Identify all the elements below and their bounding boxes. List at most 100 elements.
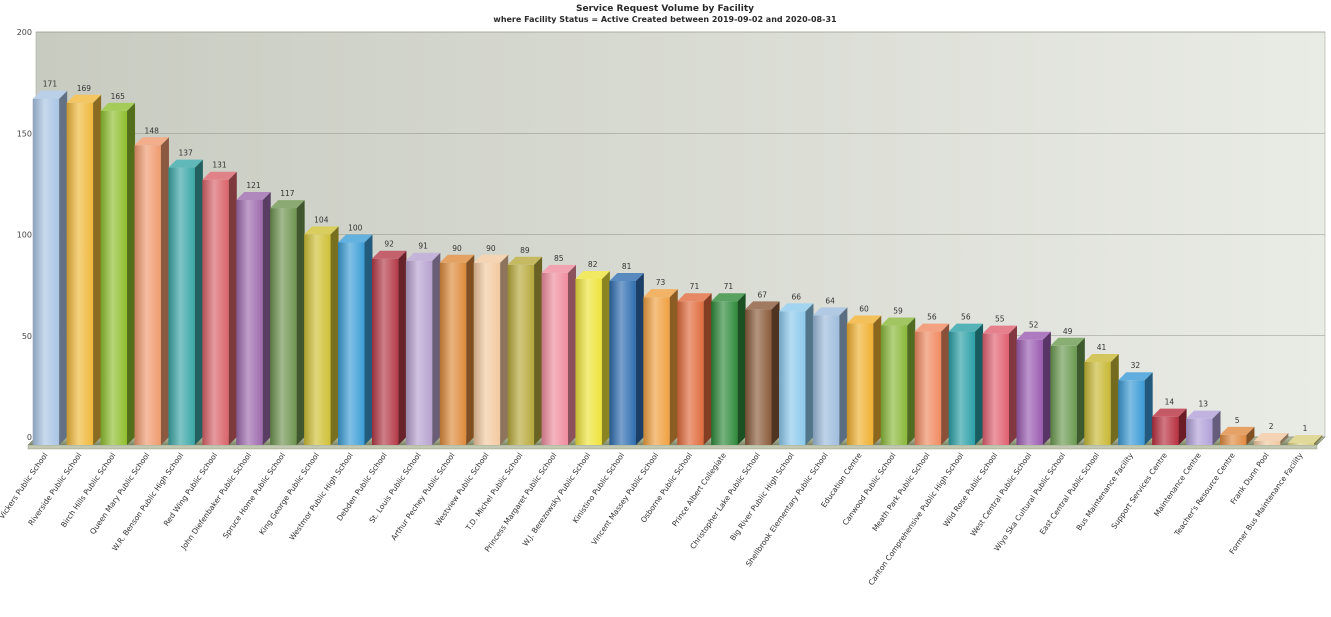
bar-side — [466, 254, 475, 445]
bar-front — [541, 272, 569, 445]
y-tick-label: 150 — [17, 129, 32, 138]
data-label: 100 — [348, 224, 363, 233]
bar-top — [66, 94, 102, 103]
bar-front — [439, 262, 467, 445]
bar — [473, 254, 509, 445]
data-label: 117 — [280, 189, 295, 198]
bar-top — [168, 159, 203, 168]
bar — [338, 234, 373, 445]
bar-top — [338, 234, 373, 243]
x-tick-label: King George Public School — [257, 451, 321, 537]
x-tick-label: W.R. Benson Public High School — [110, 451, 185, 553]
bar — [1186, 410, 1221, 445]
bar-front — [1050, 345, 1077, 445]
data-label: 91 — [418, 242, 428, 251]
bar-top — [1253, 432, 1289, 441]
data-label: 56 — [961, 313, 971, 322]
bar-front — [1186, 418, 1213, 445]
x-tick-label: Spruce Home Public School — [221, 451, 287, 540]
bar — [66, 94, 102, 446]
x-tick-label: Vincent Massey Public School — [589, 451, 660, 547]
bar-front — [982, 333, 1009, 445]
bar-side — [93, 94, 102, 446]
bar-front — [880, 325, 908, 445]
bar-side — [737, 293, 746, 445]
bar-front — [473, 262, 501, 445]
bar-front — [745, 309, 772, 445]
bar-front — [1084, 361, 1111, 445]
bar-front — [236, 199, 263, 445]
x-tick-label: West Central Public School — [969, 451, 1034, 538]
bar-side — [975, 323, 984, 445]
bar-side — [398, 250, 407, 445]
y-tick-label: 100 — [17, 231, 32, 240]
chart-floor-edge — [27, 444, 1318, 450]
bar-top — [202, 171, 237, 180]
bar — [677, 293, 712, 445]
bar — [1152, 408, 1187, 445]
x-tick-label: John Diefenbaker Public School — [179, 451, 254, 552]
bar-side — [703, 293, 712, 445]
bar-side — [1144, 372, 1153, 445]
y-tick-label: 0 — [27, 433, 32, 442]
data-label: 148 — [145, 126, 160, 135]
bar — [846, 315, 882, 445]
bar-front — [711, 301, 738, 445]
bar-side — [500, 254, 509, 445]
bar-top — [643, 289, 678, 298]
bar-front — [1253, 440, 1281, 445]
bar-top — [1152, 408, 1187, 417]
bar-side — [228, 171, 237, 445]
bar-side — [1212, 410, 1221, 445]
bar — [711, 293, 746, 445]
bar-top — [304, 226, 339, 235]
bar — [236, 191, 271, 445]
bar — [1084, 353, 1119, 445]
bar-side — [432, 252, 441, 445]
bar-top — [982, 325, 1017, 334]
bar-side — [194, 159, 203, 445]
x-tick-label: Westmor Public High School — [287, 451, 355, 542]
data-label: 92 — [384, 240, 394, 249]
bar — [609, 272, 644, 445]
y-tick-label: 50 — [22, 332, 32, 341]
data-label: 71 — [724, 282, 734, 291]
bar-top — [236, 191, 271, 200]
bar — [1016, 331, 1051, 445]
bar-top — [778, 303, 814, 312]
bar-top — [1118, 372, 1153, 381]
bar-top — [439, 254, 475, 263]
bar — [202, 171, 237, 445]
y-tick-label: 200 — [17, 28, 32, 37]
bar-front — [66, 102, 94, 446]
data-label: 32 — [1131, 361, 1141, 370]
bar-front — [507, 264, 535, 445]
x-tick-label: Big River Public High School — [728, 451, 796, 542]
bar — [100, 102, 136, 445]
bar — [507, 256, 543, 445]
x-tick-label: W.J. Berezowsky Public School — [521, 451, 593, 548]
x-tick-label: Christopher Lake Public School — [688, 451, 762, 551]
data-label: 60 — [859, 305, 869, 314]
bar-top — [711, 293, 746, 302]
bar-front — [371, 258, 399, 445]
bar-side — [839, 307, 848, 445]
bar — [778, 303, 814, 445]
bar-top — [32, 90, 68, 99]
bar-front — [677, 301, 704, 445]
bar — [1219, 426, 1255, 445]
data-label: 82 — [588, 260, 598, 269]
data-label: 171 — [43, 80, 58, 89]
bar-front — [32, 98, 60, 445]
bar — [168, 159, 203, 445]
chart-title: Service Request Volume by Facility — [576, 4, 754, 14]
bar-front — [304, 234, 331, 445]
bar-top — [677, 293, 712, 302]
bar-side — [1178, 408, 1187, 445]
bar-side — [771, 301, 780, 445]
bar-side — [330, 226, 339, 445]
bar-side — [635, 272, 644, 445]
bar-top — [914, 323, 950, 332]
x-tick-label: T.D. Michel Public School — [463, 451, 524, 533]
bar-front — [168, 167, 195, 445]
